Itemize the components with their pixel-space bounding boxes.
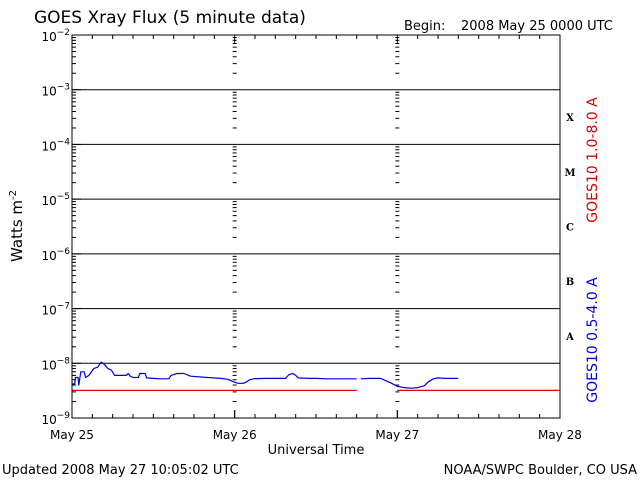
footer-credit: NOAA/SWPC Boulder, CO USA (444, 463, 637, 478)
x-axis-label: Universal Time (268, 443, 365, 458)
plot-frame (71, 34, 561, 419)
y-tick-label: 10−6 (41, 247, 70, 263)
label-layer: 10−9 10−8 10−7 10−6 10−5 10−4 10−3 10−2 May 25 Ma… (41, 28, 582, 442)
y-axis-title: Watts m-2 (8, 190, 26, 262)
x-tick-label: May 26 (213, 428, 257, 442)
footer-updated: Updated 2008 May 27 10:05:02 UTC (2, 463, 239, 478)
series-line-short-wavelength (72, 361, 357, 386)
flare-class-label: M (564, 168, 575, 179)
x-tick-label: May 27 (375, 428, 419, 442)
grid-layer (72, 37, 560, 418)
chart-title: GOES Xray Flux (5 minute data) (34, 8, 306, 28)
series-layer (72, 361, 560, 391)
tick-layer (71, 34, 561, 419)
legend-goes10-short: GOES10 0.5-4.0 A (585, 277, 601, 403)
flare-class-label: A (565, 332, 574, 343)
begin-label-group: Begin: 2008 May 25 0000 UTC (404, 19, 613, 34)
flare-class-label: X (566, 113, 574, 124)
x-tick-label: May 25 (50, 428, 94, 442)
flare-class-label: B (566, 277, 574, 288)
y-tick-label: 10−8 (41, 356, 70, 372)
y-tick-label: 10−2 (41, 28, 70, 44)
y-tick-label: 10−4 (41, 137, 70, 153)
y-tick-label: 10−7 (41, 302, 70, 318)
legend-goes10-long: GOES10 1.0-8.0 A (585, 97, 601, 223)
begin-value: 2008 May 25 0000 UTC (461, 19, 613, 34)
flare-class-label: C (566, 223, 574, 234)
y-tick-label: 10−9 (41, 411, 70, 427)
y-axis-label-exponent: -2 (8, 190, 19, 200)
series-line-short-wavelength (360, 377, 459, 389)
y-tick-label: 10−3 (41, 83, 70, 99)
svg-text:Watts m-2: Watts m-2 (8, 190, 26, 262)
x-tick-label: May 28 (538, 428, 582, 442)
y-tick-label: 10−5 (41, 192, 70, 208)
y-axis-label: Watts m (8, 200, 26, 262)
begin-label: Begin: (404, 19, 445, 34)
